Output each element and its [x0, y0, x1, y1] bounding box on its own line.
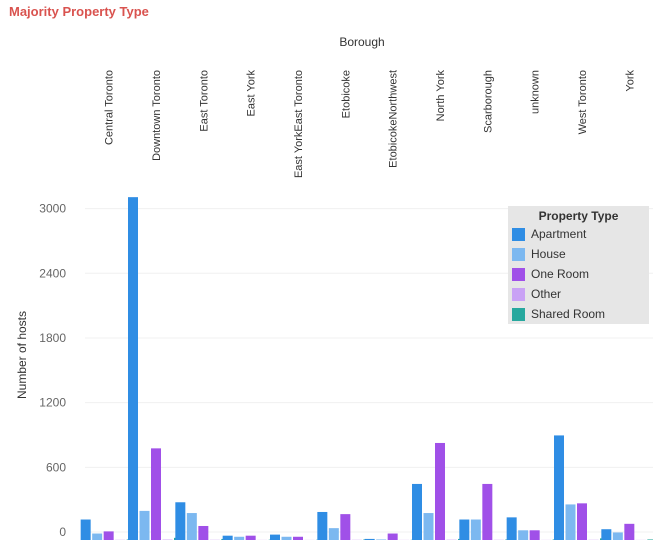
bar: [103, 531, 114, 540]
legend-item[interactable]: House: [508, 244, 649, 264]
category-label: East Toronto: [198, 70, 210, 132]
bar: [198, 525, 209, 540]
category-label: West Toronto: [577, 70, 589, 134]
legend-label: Shared Room: [531, 307, 606, 321]
y-tick-label: 2400: [39, 266, 66, 280]
y-tick-label: 1800: [39, 331, 66, 345]
bar: [270, 534, 280, 540]
legend-swatch: [512, 227, 525, 241]
chart-title: Majority Property Type: [9, 4, 149, 19]
category-label: East YorkEast Toronto: [293, 70, 305, 178]
bar: [234, 536, 245, 540]
category-label: EtobicokeNorthwest: [388, 70, 400, 168]
bar: [647, 539, 653, 540]
legend: Property Type Apartment House One Room Othe…: [508, 206, 649, 324]
bar: [565, 504, 576, 540]
bars: [80, 197, 653, 540]
y-tick-label: 0: [59, 525, 66, 539]
bar: [340, 514, 351, 540]
bar: [601, 529, 612, 540]
bar: [317, 511, 328, 540]
legend-label: Other: [531, 287, 562, 301]
bar: [151, 448, 161, 540]
bar: [518, 530, 529, 540]
category-label: Etobicoke: [340, 70, 352, 118]
category-label: East York: [246, 70, 258, 117]
bar: [281, 536, 292, 540]
category-label: North York: [435, 70, 447, 122]
category-label: Central Toronto: [104, 70, 116, 145]
legend-label: Apartment: [531, 227, 587, 241]
y-axis-label: Number of hosts: [15, 311, 29, 399]
bar: [293, 536, 303, 540]
bar: [387, 533, 398, 540]
category-label: York: [624, 70, 636, 92]
bar: [423, 513, 434, 540]
bar: [139, 510, 150, 540]
bar: [222, 535, 233, 540]
bar: [128, 197, 138, 540]
legend-item[interactable]: Other: [508, 284, 649, 304]
bar: [470, 519, 481, 540]
bar: [80, 519, 91, 540]
bar: [554, 435, 564, 540]
legend-swatch: [512, 267, 525, 281]
y-tick-label: 1200: [39, 396, 66, 410]
column-header: Borough: [339, 35, 384, 49]
category-label: Scarborough: [482, 70, 494, 133]
category-label: Downtown Toronto: [151, 70, 163, 161]
bar: [612, 532, 623, 540]
bar: [376, 539, 387, 540]
bar: [435, 442, 445, 540]
bar: [328, 528, 339, 540]
bar: [482, 483, 493, 540]
bar: [624, 523, 635, 540]
legend-label: House: [531, 247, 566, 261]
legend-title: Property Type: [538, 209, 619, 223]
legend-item[interactable]: Shared Room: [508, 304, 649, 324]
bar: [529, 530, 540, 540]
bar: [245, 535, 256, 540]
y-tick-label: 600: [46, 460, 66, 474]
legend-swatch: [512, 247, 525, 261]
legend-item[interactable]: One Room: [508, 264, 649, 284]
bar: [506, 517, 517, 540]
y-tick-label: 3000: [39, 202, 66, 216]
bar: [577, 503, 587, 540]
category-labels: Central Toronto Downtown Toronto East Toro…: [104, 70, 637, 179]
legend-swatch: [512, 307, 525, 321]
legend-label: One Room: [531, 267, 590, 281]
bar: [175, 502, 186, 540]
legend-swatch: [512, 287, 525, 301]
bar: [459, 519, 470, 540]
bar: [186, 513, 197, 540]
y-axis-ticks: 0 600 1200 1800 2400 3000: [39, 202, 66, 539]
bar: [412, 483, 422, 540]
category-label: unknown: [530, 70, 542, 114]
legend-item[interactable]: Apartment: [508, 224, 649, 244]
bar: [364, 538, 375, 540]
bar: [92, 533, 103, 540]
